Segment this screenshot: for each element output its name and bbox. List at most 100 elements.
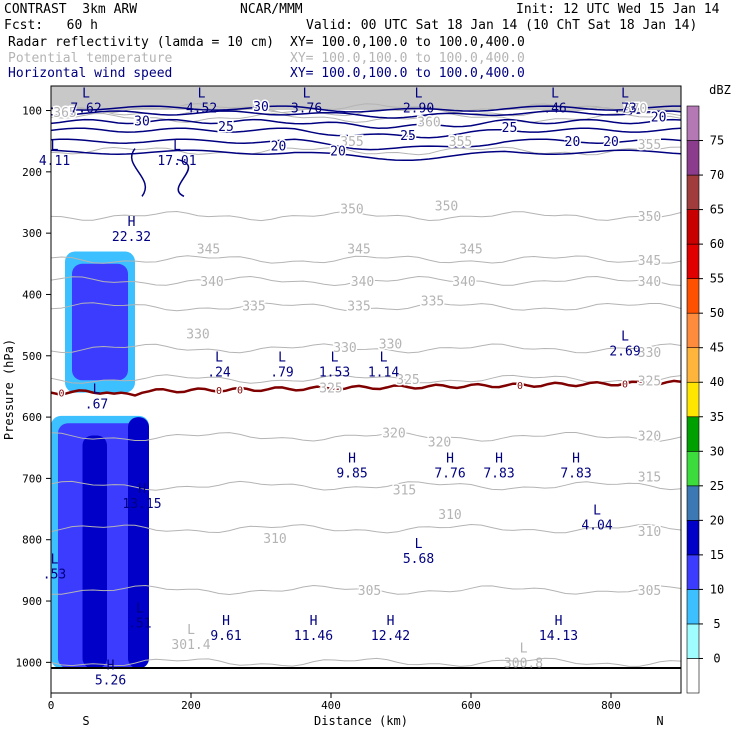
theta-label: 325 — [396, 373, 419, 388]
theta-label: 360 — [417, 116, 440, 131]
theta-label: 330 — [379, 338, 402, 353]
low-marker: L — [51, 552, 59, 567]
x-axis-north-label: N — [656, 714, 663, 728]
extremum-value: .51 — [128, 617, 151, 632]
x-tick-label: 400 — [321, 699, 341, 712]
colorbar-label: 10 — [710, 582, 724, 596]
extremum-value: 4.11 — [39, 154, 70, 169]
colorbar-swatch — [686, 347, 700, 383]
wind-contour — [51, 118, 681, 129]
theta-label: 330 — [186, 328, 209, 343]
y-tick-label: 200 — [22, 166, 42, 179]
x-tick-label: 0 — [48, 699, 55, 712]
extremum-value: 4.52 — [186, 101, 217, 116]
theta-label: 335 — [347, 300, 370, 315]
extremum-value: 13.15 — [122, 497, 161, 512]
colorbar-label: 15 — [710, 548, 724, 562]
low-marker: L — [173, 139, 181, 154]
wind-speed-label: 20 — [565, 135, 581, 150]
low-marker: L — [331, 351, 339, 366]
reflectivity-cell — [128, 417, 149, 669]
colorbar-swatch — [686, 381, 700, 418]
theta-label: 350 — [340, 203, 363, 218]
field-xy-wind: XY= 100.0,100.0 to 100.0,400.0 — [290, 66, 525, 81]
extremum-value: 4.04 — [581, 518, 612, 533]
wind-contour — [130, 148, 147, 197]
plot-frame — [50, 85, 682, 694]
low-marker: L — [415, 537, 423, 552]
theta-label: 320 — [382, 426, 405, 441]
x-tick-label: 800 — [601, 699, 621, 712]
theta-label: 345 — [197, 242, 220, 257]
extremum-value: 7.83 — [483, 466, 514, 481]
wind-contour — [51, 110, 681, 119]
low-marker: L — [278, 351, 286, 366]
extremum-value: 2.90 — [403, 101, 434, 116]
high-marker: H — [348, 451, 356, 466]
high-marker: H — [138, 482, 146, 497]
y-tick-label: 400 — [22, 288, 42, 301]
extremum-value: 9.85 — [336, 466, 367, 481]
wind-contour — [51, 149, 681, 162]
theta-contour — [51, 112, 681, 123]
y-tick-label: 900 — [22, 595, 42, 608]
high-marker: H — [107, 659, 115, 674]
theta-label: 350 — [435, 200, 458, 215]
extremum-value: 7.83 — [560, 466, 591, 481]
low-marker: L — [136, 602, 144, 617]
reflectivity-cell — [72, 263, 128, 381]
colorbar-label: 75 — [710, 134, 724, 148]
wind-speed-label: 20 — [651, 111, 667, 126]
wind-speed-label: 20 — [330, 144, 346, 159]
theta-label: 340 — [452, 275, 475, 290]
theta-contour — [51, 103, 681, 114]
theta-label: 365 — [53, 106, 76, 121]
colorbar-label: 35 — [710, 410, 724, 424]
colorbar-label: 30 — [710, 444, 724, 458]
low-marker: L — [198, 86, 206, 101]
low-marker: L — [82, 86, 90, 101]
colorbar-swatch — [686, 278, 700, 314]
theta-label: 340 — [200, 275, 223, 290]
high-marker: H — [128, 215, 136, 230]
freezing-level-label: 0 — [622, 380, 628, 391]
theta-contour — [51, 302, 681, 312]
theta-label: 325 — [638, 374, 661, 389]
theta-contour — [51, 523, 681, 534]
init-time: Init: 12 UTC Wed 15 Jan 14 — [516, 2, 720, 17]
x-tick-label: 600 — [461, 699, 481, 712]
theta-label: 315 — [393, 483, 416, 498]
theta-label: 340 — [351, 275, 374, 290]
wind-contour — [51, 138, 681, 151]
theta-contour — [51, 210, 681, 222]
wind-speed-label: 25 — [502, 121, 518, 136]
y-tick-label: 500 — [22, 350, 42, 363]
low-marker: L — [415, 86, 423, 101]
theta-label: 305 — [638, 584, 661, 599]
high-marker: H — [310, 614, 318, 629]
high-marker: H — [387, 614, 395, 629]
low-marker: L — [551, 86, 559, 101]
colorbar-label: 55 — [710, 272, 724, 286]
high-marker: H — [446, 451, 454, 466]
theta-label: 320 — [428, 436, 451, 451]
theta-label: 310 — [438, 508, 461, 523]
colorbar-unit: dBZ — [709, 83, 731, 97]
forecast-hour: Fcst: 60 h — [4, 18, 98, 33]
colorbar-swatch — [686, 105, 700, 141]
colorbar-swatch — [686, 140, 700, 176]
theta-label: 345 — [459, 242, 482, 257]
low-marker: L — [215, 351, 223, 366]
extremum-value: 22.32 — [112, 230, 151, 245]
extremum-value: .24 — [207, 366, 231, 381]
wind-contour — [51, 105, 681, 113]
theta-label: 330 — [638, 346, 661, 361]
x-tick-label: 200 — [181, 699, 201, 712]
wind-speed-label: 25 — [400, 129, 416, 144]
theta-label: 345 — [347, 242, 370, 257]
extremum-value: 17.01 — [157, 154, 196, 169]
low-marker: L — [51, 139, 59, 154]
colorbar-swatch — [686, 312, 700, 349]
colorbar-swatch — [686, 554, 700, 590]
theta-label: 330 — [333, 341, 356, 356]
